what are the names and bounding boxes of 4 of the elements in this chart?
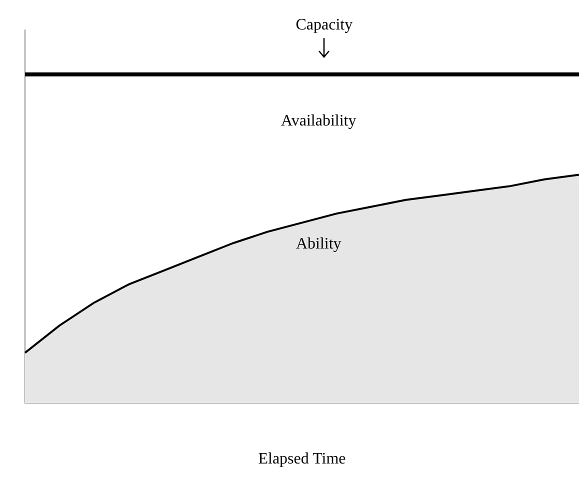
x-axis-title: Elapsed Time	[258, 450, 346, 468]
annotation: Ability	[296, 236, 342, 253]
text: Availability	[280, 112, 356, 130]
ref-line-label: Capacity	[296, 16, 353, 34]
